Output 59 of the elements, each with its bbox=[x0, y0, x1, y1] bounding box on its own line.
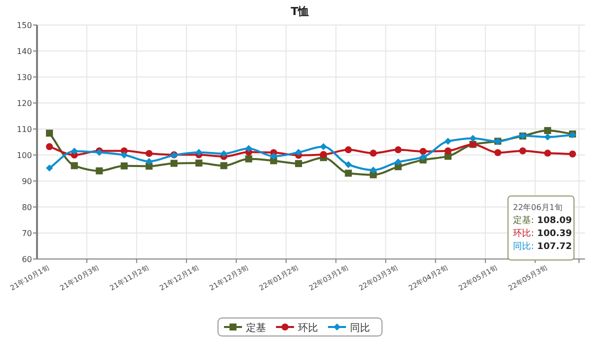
point bbox=[344, 161, 352, 168]
point bbox=[96, 167, 103, 174]
point bbox=[420, 154, 427, 161]
point bbox=[295, 160, 302, 168]
point bbox=[469, 134, 476, 142]
y-tick-label: 70 bbox=[22, 229, 32, 238]
point bbox=[245, 155, 252, 162]
point bbox=[370, 171, 377, 178]
legend-label: 定基 bbox=[246, 322, 266, 334]
point bbox=[70, 162, 78, 170]
point bbox=[146, 150, 153, 157]
point bbox=[120, 152, 128, 158]
point bbox=[544, 150, 552, 157]
point bbox=[320, 150, 327, 158]
point bbox=[220, 162, 228, 170]
point bbox=[170, 160, 178, 167]
y-tick-label: 90 bbox=[22, 177, 32, 186]
point bbox=[344, 170, 352, 177]
annotation: 同比: 107.72 bbox=[513, 241, 572, 252]
y-tick-label: 60 bbox=[22, 255, 32, 264]
point bbox=[70, 148, 78, 155]
annotation: 环比: 100.39 bbox=[513, 228, 572, 239]
annotation: 22年06月1旬 bbox=[513, 203, 562, 212]
y-tick-label: 110 bbox=[16, 125, 32, 134]
point bbox=[46, 143, 53, 150]
point bbox=[370, 166, 377, 174]
legend-label: 环比 bbox=[298, 322, 318, 334]
point bbox=[420, 148, 427, 155]
y-tick-label: 80 bbox=[22, 203, 32, 212]
legend-label: 同比 bbox=[350, 322, 370, 334]
chart-title: T恤 bbox=[290, 5, 310, 18]
y-tick-label: 140 bbox=[16, 47, 32, 56]
point bbox=[569, 150, 576, 158]
point bbox=[444, 147, 452, 154]
point bbox=[394, 146, 402, 154]
point bbox=[544, 134, 552, 141]
point bbox=[270, 152, 278, 160]
y-tick-label: 130 bbox=[16, 73, 32, 82]
y-tick-label: 150 bbox=[16, 21, 32, 30]
point bbox=[195, 148, 202, 156]
point bbox=[245, 145, 252, 152]
point bbox=[394, 158, 402, 166]
point bbox=[220, 150, 228, 158]
point bbox=[295, 148, 302, 156]
point bbox=[320, 143, 327, 150]
y-tick-label: 100 bbox=[16, 151, 32, 160]
point bbox=[146, 158, 153, 165]
point bbox=[195, 160, 202, 167]
point bbox=[370, 150, 377, 157]
y-tick-label: 120 bbox=[16, 99, 32, 108]
point bbox=[120, 162, 128, 170]
point bbox=[344, 146, 352, 154]
point bbox=[46, 130, 53, 137]
point bbox=[444, 138, 452, 145]
point bbox=[46, 164, 53, 172]
point bbox=[544, 127, 552, 134]
annotation: 定基: 108.09 bbox=[513, 215, 572, 226]
point bbox=[494, 149, 502, 156]
point bbox=[519, 147, 526, 154]
